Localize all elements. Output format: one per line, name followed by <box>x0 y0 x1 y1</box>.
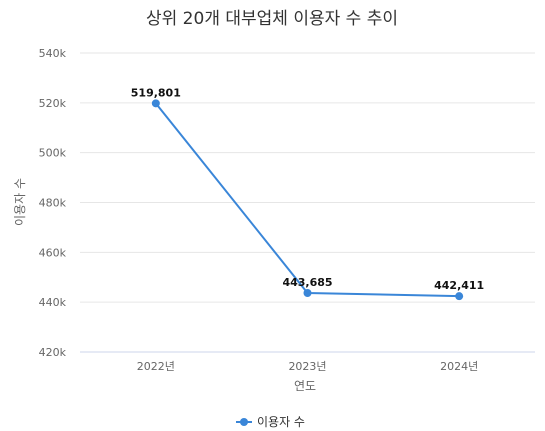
data-label: 442,411 <box>434 279 484 292</box>
y-tick-label: 500k <box>39 147 67 160</box>
y-tick-label: 460k <box>39 246 67 259</box>
y-tick-label: 520k <box>39 97 67 110</box>
data-label: 443,685 <box>282 276 332 289</box>
series-line <box>155 102 460 298</box>
x-tick-label: 2023년 <box>288 360 326 373</box>
y-tick-label: 440k <box>39 296 67 309</box>
chart-title: 상위 20개 대부업체 이용자 수 추이 <box>146 9 398 29</box>
y-tick-label: 540k <box>39 47 67 60</box>
legend[interactable]: 이용자 수 <box>236 415 305 429</box>
x-axis-ticks: 2022년 2023년 2024년 <box>137 360 478 373</box>
series-layer <box>151 99 464 301</box>
data-label: 519,801 <box>131 86 181 99</box>
x-axis-title: 연도 <box>294 379 316 393</box>
legend-marker-icon <box>240 418 248 426</box>
legend-label: 이용자 수 <box>257 415 305 429</box>
y-tick-label: 420k <box>39 346 67 359</box>
data-labels: 519,801 443,685 442,411 <box>131 86 484 292</box>
x-tick-label: 2022년 <box>137 360 175 373</box>
data-point[interactable] <box>151 99 160 108</box>
y-tick-label: 480k <box>39 197 67 210</box>
y-axis-title: 이용자 수 <box>13 178 27 226</box>
x-tick-label: 2024년 <box>440 360 478 373</box>
y-axis-ticks: 420k 440k 460k 480k 500k 520k 540k <box>39 47 67 359</box>
data-point[interactable] <box>455 292 464 301</box>
data-point[interactable] <box>303 288 312 297</box>
